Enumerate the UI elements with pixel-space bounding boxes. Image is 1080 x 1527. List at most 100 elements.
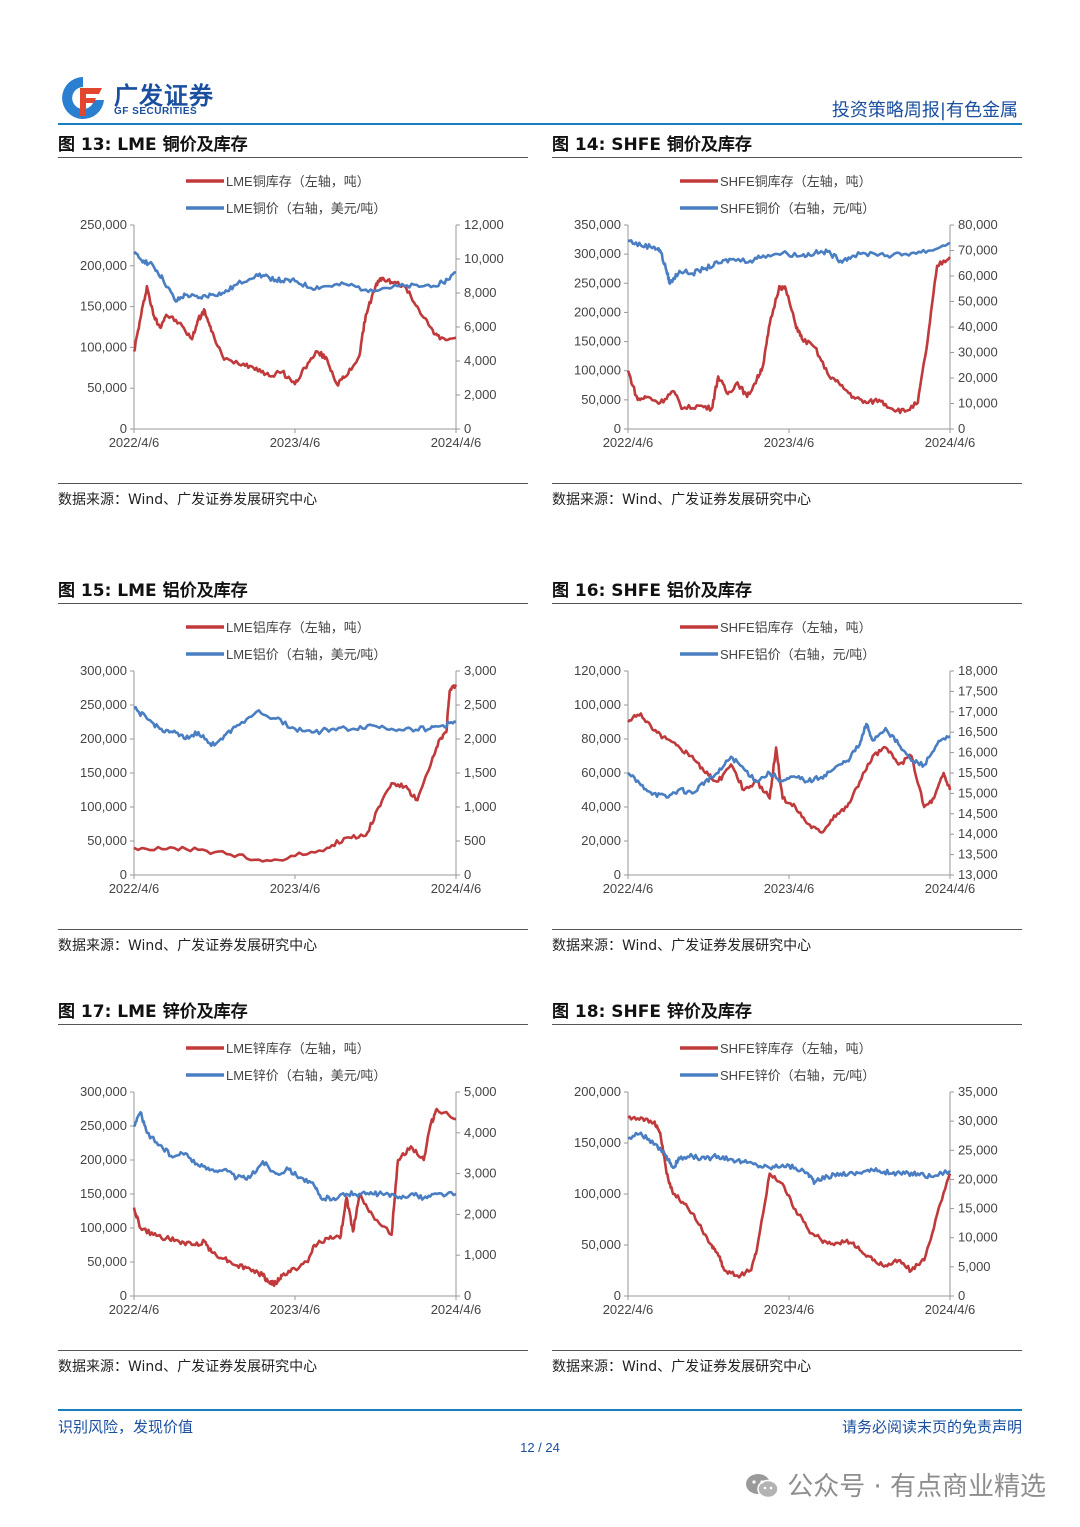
left-tick-label: 100,000 <box>80 1220 127 1235</box>
legend-label: LME锌价（右轴，美元/吨） <box>226 1068 386 1083</box>
x-tick-label: 2024/4/6 <box>431 1302 482 1317</box>
x-tick-label: 2024/4/6 <box>925 435 976 450</box>
title-rule <box>58 157 528 158</box>
left-tick-label: 200,000 <box>574 1084 621 1099</box>
left-tick-label: 0 <box>614 1288 621 1303</box>
x-tick-label: 2023/4/6 <box>270 435 321 450</box>
title-rule <box>552 603 1022 604</box>
left-tick-label: 0 <box>120 1288 127 1303</box>
left-tick-label: 20,000 <box>581 833 621 848</box>
left-tick-label: 50,000 <box>87 833 127 848</box>
right-tick-label: 18,000 <box>958 663 998 678</box>
legend-label: LME锌库存（左轴，吨） <box>226 1041 370 1056</box>
left-tick-label: 50,000 <box>87 1254 127 1269</box>
price-series-line <box>133 251 457 303</box>
left-tick-label: 150,000 <box>80 299 127 314</box>
stock-series-line <box>132 276 457 387</box>
chart-lme-aluminum: 0 50,000 100,000 150,000 200,000 250,000 300,0… <box>80 620 497 896</box>
right-tick-label: 80,000 <box>958 217 998 232</box>
figure-title: 图 14: SHFE 铜价及库存 <box>552 135 752 155</box>
right-tick-label: 70,000 <box>958 243 998 258</box>
right-tick-label: 0 <box>958 421 965 436</box>
legend-label: SHFE铝价（右轴，元/吨） <box>720 647 875 662</box>
chart-lme-copper: 0 50,000 100,000 150,000 200,000 250,000 0 2,00… <box>80 174 504 450</box>
legend-label: SHFE铝库存（左轴，吨） <box>720 620 872 635</box>
stock-series-line <box>627 712 952 834</box>
right-tick-label: 20,000 <box>958 370 998 385</box>
left-tick-label: 150,000 <box>80 765 127 780</box>
left-tick-label: 0 <box>614 421 621 436</box>
title-rule <box>58 603 528 604</box>
x-tick-label: 2024/4/6 <box>925 1302 976 1317</box>
figure-panel-18: 图 18: SHFE 锌价及库存 0 50,000 100,000 150,000 20… <box>552 995 1022 1377</box>
figure-title: 图 15: LME 铝价及库存 <box>58 581 248 601</box>
x-tick-label: 2023/4/6 <box>764 881 815 896</box>
stock-series-line <box>626 256 952 415</box>
page-number: 12 / 24 <box>520 1440 560 1455</box>
left-tick-label: 50,000 <box>581 1237 621 1252</box>
x-tick-label: 2023/4/6 <box>764 1302 815 1317</box>
right-tick-label: 14,000 <box>958 826 998 841</box>
left-tick-label: 0 <box>120 867 127 882</box>
right-tick-label: 2,000 <box>464 387 497 402</box>
brand-logo: 广发证券 GF SECURITIES <box>58 74 228 120</box>
left-tick-label: 200,000 <box>574 304 621 319</box>
data-source: 数据来源：Wind、广发证券发展研究中心 <box>552 1359 812 1375</box>
legend-label: SHFE铜价（右轴，元/吨） <box>720 201 875 216</box>
x-tick-label: 2022/4/6 <box>109 435 160 450</box>
right-tick-label: 10,000 <box>958 1230 998 1245</box>
left-tick-label: 100,000 <box>80 339 127 354</box>
figure-panel-17: 图 17: LME 锌价及库存 0 50,000 100,000 150,000 200… <box>58 995 528 1377</box>
left-tick-label: 300,000 <box>574 246 621 261</box>
left-tick-label: 50,000 <box>581 392 621 407</box>
figure-title: 图 16: SHFE 铝价及库存 <box>552 581 752 601</box>
left-tick-label: 200,000 <box>80 1152 127 1167</box>
right-tick-label: 30,000 <box>958 1113 998 1128</box>
x-tick-label: 2023/4/6 <box>764 435 815 450</box>
figure-title: 图 17: LME 锌价及库存 <box>58 1002 248 1022</box>
right-tick-label: 1,000 <box>464 799 497 814</box>
legend-label: SHFE锌库存（左轴，吨） <box>720 1041 872 1056</box>
left-tick-label: 250,000 <box>574 275 621 290</box>
wechat-icon <box>746 1474 779 1499</box>
left-tick-label: 100,000 <box>80 799 127 814</box>
figure-title: 图 18: SHFE 锌价及库存 <box>552 1002 752 1022</box>
left-tick-label: 350,000 <box>574 217 621 232</box>
right-tick-label: 17,500 <box>958 683 998 698</box>
source-rule <box>58 1350 528 1351</box>
left-tick-label: 200,000 <box>80 731 127 746</box>
legend-label: SHFE铜库存（左轴，吨） <box>720 174 872 189</box>
x-tick-label: 2024/4/6 <box>925 881 976 896</box>
right-tick-label: 17,000 <box>958 704 998 719</box>
left-tick-label: 150,000 <box>574 1135 621 1150</box>
left-tick-label: 150,000 <box>80 1186 127 1201</box>
x-tick-label: 2022/4/6 <box>109 881 160 896</box>
chart-shfe-copper: 0 50,000 100,000 150,000 200,000 250,000 300,0… <box>574 174 998 450</box>
left-tick-label: 150,000 <box>574 334 621 349</box>
chart-shfe-zinc: 0 50,000 100,000 150,000 200,000 0 5,000 10,000… <box>574 1041 998 1317</box>
x-tick-label: 2022/4/6 <box>603 881 654 896</box>
right-tick-label: 13,500 <box>958 847 998 862</box>
right-tick-label: 4,000 <box>464 1125 497 1140</box>
figure-panel-15: 图 15: LME 铝价及库存 0 50,000 100,000 150,000 200… <box>58 574 528 956</box>
source-rule <box>552 1350 1022 1351</box>
stock-series-line <box>627 1115 952 1279</box>
right-tick-label: 0 <box>464 1288 471 1303</box>
left-tick-label: 80,000 <box>581 731 621 746</box>
right-tick-label: 0 <box>958 1288 965 1303</box>
right-tick-label: 4,000 <box>464 353 497 368</box>
right-tick-label: 40,000 <box>958 319 998 334</box>
chart-lme-zinc: 0 50,000 100,000 150,000 200,000 250,000 300,0… <box>80 1041 497 1317</box>
chart-shfe-aluminum: 0 20,000 40,000 60,000 80,000 100,000 120,000 1… <box>574 620 998 896</box>
legend-label: LME铝库存（左轴，吨） <box>226 620 370 635</box>
figure-title: 图 13: LME 铜价及库存 <box>58 135 248 155</box>
left-tick-label: 50,000 <box>87 380 127 395</box>
left-tick-label: 120,000 <box>574 663 621 678</box>
left-tick-label: 250,000 <box>80 697 127 712</box>
title-rule <box>58 1024 528 1025</box>
x-tick-label: 2024/4/6 <box>431 881 482 896</box>
right-tick-label: 3,000 <box>464 663 497 678</box>
source-rule <box>58 483 528 484</box>
watermark-text: 公众号 · 有点商业精选 <box>787 1472 1046 1502</box>
title-rule <box>552 1024 1022 1025</box>
